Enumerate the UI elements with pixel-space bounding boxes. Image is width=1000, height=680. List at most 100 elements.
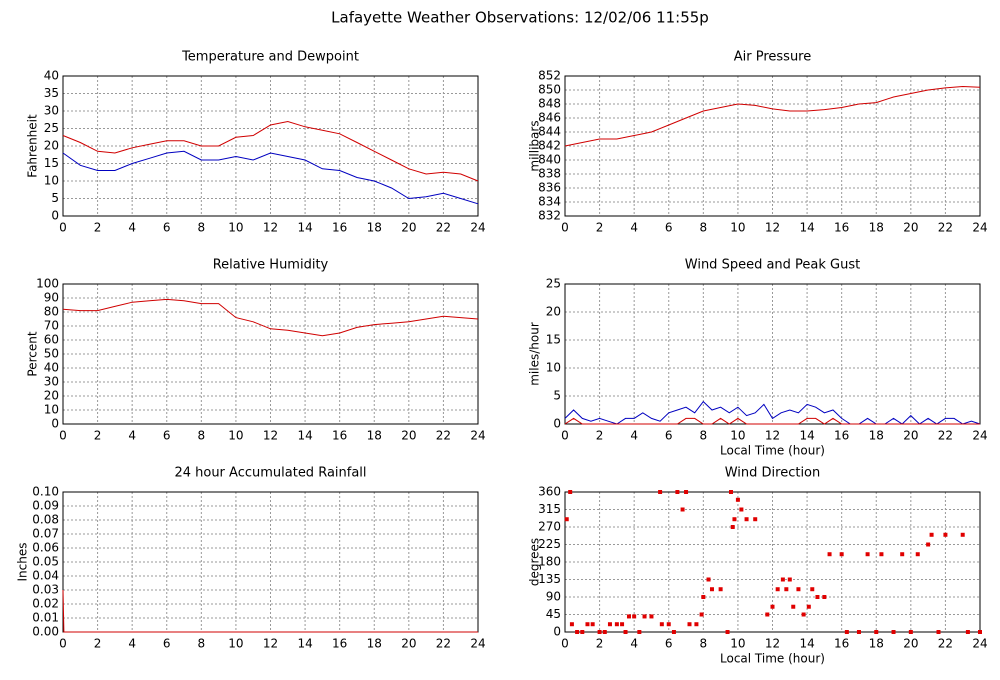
x-tick-label: 0: [561, 637, 569, 651]
x-tick-label: 18: [869, 221, 884, 235]
data-point: [725, 630, 730, 634]
y-tick-label: 20: [546, 305, 561, 319]
y-tick-label: 0.06: [32, 541, 59, 555]
data-point: [822, 595, 827, 599]
y-tick-label: 60: [44, 333, 59, 347]
x-tick-label: 14: [297, 637, 312, 651]
x-tick-label: 10: [228, 221, 243, 235]
y-tick-label: 0.05: [32, 555, 59, 569]
y-tick-label: 10: [546, 361, 561, 375]
data-point: [806, 604, 811, 609]
x-tick-label: 20: [401, 637, 416, 651]
data-line: [62, 150, 479, 205]
data-point: [671, 630, 676, 634]
y-tick-label: 844: [538, 125, 561, 139]
x-tick-label: 6: [665, 637, 673, 651]
y-tick-label: 0.01: [32, 611, 59, 625]
x-tick-label: 24: [972, 429, 987, 443]
y-tick-label: 836: [538, 181, 561, 195]
x-tick-label: 6: [163, 637, 171, 651]
data-point: [732, 517, 737, 522]
data-point: [891, 630, 896, 634]
data-point: [699, 612, 704, 617]
y-tick-label: 25: [546, 277, 561, 291]
data-point: [580, 630, 585, 634]
y-tick-label: 25: [44, 121, 59, 135]
data-point: [908, 630, 913, 634]
y-tick-label: 0.04: [32, 569, 59, 583]
data-point: [796, 587, 801, 592]
x-tick-label: 22: [938, 637, 953, 651]
y-axis-label: Percent: [26, 331, 40, 376]
x-tick-label: 24: [972, 637, 987, 651]
y-tick-label: 15: [44, 156, 59, 170]
data-point: [637, 630, 642, 634]
x-tick-label: 0: [561, 429, 569, 443]
y-tick-label: 70: [44, 319, 59, 333]
data-point: [590, 622, 595, 627]
chart-title: Air Pressure: [734, 50, 812, 65]
data-point: [865, 552, 870, 557]
data-point: [810, 587, 815, 592]
y-tick-label: 0: [553, 417, 561, 431]
x-tick-label: 14: [799, 429, 814, 443]
x-tick-label: 0: [59, 221, 67, 235]
x-tick-label: 6: [163, 221, 171, 235]
y-tick-label: 100: [36, 277, 59, 291]
x-tick-label: 12: [765, 429, 780, 443]
y-tick-label: 852: [538, 69, 561, 83]
data-point: [684, 490, 689, 494]
y-tick-label: 45: [546, 607, 561, 621]
plot-frame: [62, 283, 479, 425]
data-point: [929, 532, 934, 537]
data-line: [62, 120, 479, 182]
x-tick-label: 18: [367, 637, 382, 651]
y-tick-label: 135: [538, 572, 561, 586]
x-tick-label: 16: [332, 637, 347, 651]
y-tick-label: 80: [44, 305, 59, 319]
x-tick-label: 0: [561, 221, 569, 235]
data-point: [614, 622, 619, 627]
x-tick-label: 14: [297, 221, 312, 235]
x-tick-label: 24: [470, 637, 485, 651]
y-tick-label: 0.10: [32, 485, 59, 499]
x-tick-label: 8: [198, 221, 206, 235]
x-tick-label: 12: [263, 429, 278, 443]
y-tick-label: 20: [44, 389, 59, 403]
data-point: [659, 622, 664, 627]
data-point: [687, 622, 692, 627]
data-point: [680, 507, 685, 512]
data-point: [770, 604, 775, 609]
data-point: [856, 630, 861, 634]
data-point: [718, 587, 723, 592]
x-tick-label: 2: [94, 221, 102, 235]
x-tick-label: 24: [470, 221, 485, 235]
y-axis-label: millibars: [528, 120, 542, 171]
y-tick-label: 846: [538, 111, 561, 125]
chart-title: Wind Speed and Peak Gust: [685, 258, 860, 273]
data-point: [978, 630, 982, 634]
data-point: [744, 517, 749, 522]
x-tick-label: 10: [228, 429, 243, 443]
data-line: [564, 417, 980, 425]
data-point: [753, 517, 758, 522]
data-point: [943, 532, 948, 537]
data-point: [775, 587, 780, 592]
data-point: [564, 517, 569, 522]
x-tick-label: 2: [94, 429, 102, 443]
x-tick-label: 12: [765, 221, 780, 235]
y-tick-label: 20: [44, 139, 59, 153]
chart-title: 24 hour Accumulated Rainfall: [174, 466, 366, 481]
y-axis-label: Fahrenheit: [26, 114, 40, 178]
data-point: [623, 630, 628, 634]
data-point: [787, 577, 792, 582]
y-tick-label: 5: [553, 389, 561, 403]
x-tick-label: 4: [630, 637, 638, 651]
x-tick-label: 16: [834, 221, 849, 235]
y-tick-label: 50: [44, 347, 59, 361]
data-point: [620, 622, 625, 627]
data-point: [839, 552, 844, 557]
data-point: [585, 622, 590, 627]
x-tick-label: 20: [401, 221, 416, 235]
